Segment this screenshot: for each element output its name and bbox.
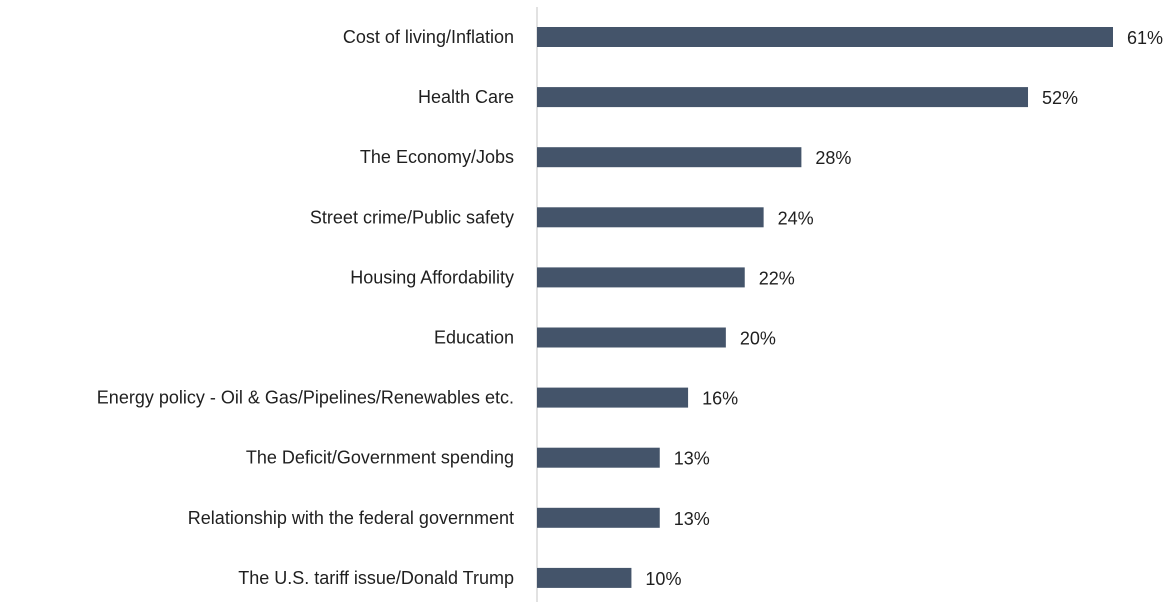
bar bbox=[537, 87, 1029, 108]
value-label: 52% bbox=[1042, 88, 1078, 108]
value-label: 13% bbox=[674, 449, 710, 469]
value-labels-group: 61% 52% 28% 24% 22% 20% 16% 13% 13% 10% bbox=[645, 28, 1163, 589]
category-label: Cost of living/Inflation bbox=[343, 27, 514, 47]
value-label: 22% bbox=[759, 268, 795, 288]
bars-group bbox=[537, 27, 1113, 588]
category-label: The U.S. tariff issue/Donald Trump bbox=[238, 568, 514, 588]
bar bbox=[537, 447, 660, 468]
bar bbox=[537, 27, 1113, 47]
value-label: 13% bbox=[674, 509, 710, 529]
value-label: 24% bbox=[778, 208, 814, 228]
category-label: Relationship with the federal government bbox=[188, 508, 514, 528]
category-label: Housing Affordability bbox=[350, 267, 514, 287]
bar bbox=[537, 327, 726, 348]
category-label: Education bbox=[434, 328, 514, 348]
category-label: Energy policy - Oil & Gas/Pipelines/Rene… bbox=[97, 388, 514, 408]
value-label: 20% bbox=[740, 329, 776, 349]
bar bbox=[537, 507, 660, 528]
bar bbox=[537, 387, 689, 408]
category-label: The Deficit/Government spending bbox=[246, 448, 514, 468]
bar bbox=[537, 207, 764, 228]
value-label: 16% bbox=[702, 389, 738, 409]
category-label: The Economy/Jobs bbox=[360, 147, 514, 167]
value-label: 61% bbox=[1127, 28, 1163, 48]
value-label: 28% bbox=[815, 148, 851, 168]
category-label: Street crime/Public safety bbox=[310, 207, 514, 227]
category-label: Health Care bbox=[418, 87, 514, 107]
category-labels-group: Cost of living/Inflation Health Care The E… bbox=[97, 27, 514, 588]
bar bbox=[537, 567, 632, 588]
value-label: 10% bbox=[645, 569, 681, 589]
bar bbox=[537, 147, 802, 168]
bar bbox=[537, 267, 745, 288]
